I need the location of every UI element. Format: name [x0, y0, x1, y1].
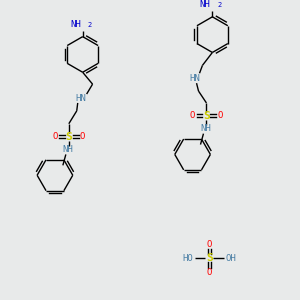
Text: HN: HN [189, 74, 200, 83]
Text: OH: OH [226, 254, 237, 263]
Text: S: S [206, 254, 213, 263]
Text: O: O [52, 132, 58, 141]
Text: HO: HO [182, 254, 193, 263]
Text: NH: NH [200, 0, 210, 9]
Text: 2: 2 [217, 2, 222, 8]
Text: HN: HN [75, 94, 86, 103]
Text: O: O [190, 111, 195, 120]
Text: O: O [218, 111, 223, 120]
Text: O: O [207, 268, 212, 277]
Text: NH: NH [70, 20, 81, 29]
Text: S: S [203, 111, 210, 121]
Text: O: O [80, 132, 86, 141]
Text: O: O [207, 240, 212, 249]
Text: 2: 2 [88, 22, 92, 28]
Text: S: S [65, 132, 72, 142]
Text: NH: NH [200, 124, 211, 133]
Text: NH: NH [62, 145, 73, 154]
